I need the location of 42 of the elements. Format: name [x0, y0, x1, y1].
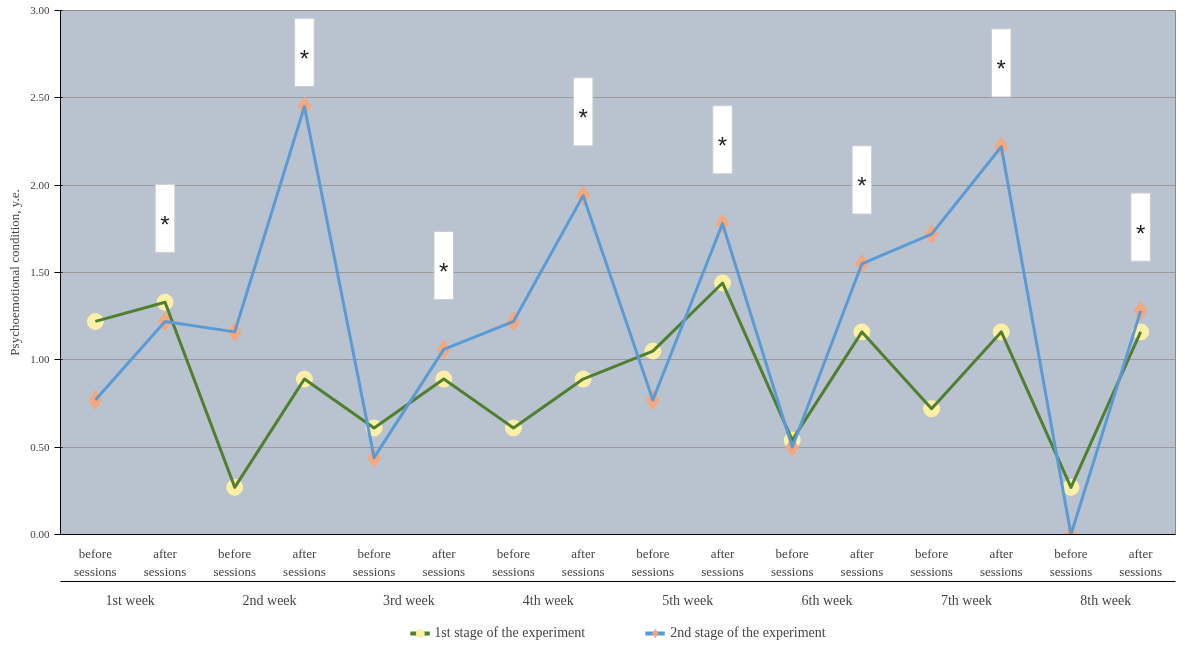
- text: 1st week: [105, 592, 155, 608]
- x-tick-label: before sessions: [74, 545, 117, 579]
- x-tick-label: before sessions: [770, 545, 814, 579]
- x-tick-label: before sessions: [352, 545, 396, 579]
- y-tick-label: 0.00: [30, 528, 50, 540]
- annotation: *: [717, 132, 728, 160]
- text: 5th week: [662, 592, 714, 608]
- text: 8th week: [1080, 592, 1132, 608]
- legend-label: 2nd stage of the experiment: [670, 624, 826, 641]
- x-tick-label: after sessions: [143, 545, 187, 579]
- x-tick-label: after sessions: [979, 545, 1023, 579]
- x-tick-label: after sessions: [701, 545, 744, 579]
- text: 2nd week: [242, 592, 297, 608]
- annotation: *: [857, 172, 867, 200]
- x-tick-label: after sessions: [283, 545, 326, 579]
- legend-label: 1st stage of the experiment: [434, 624, 586, 641]
- x-tick-label: after sessions: [1119, 545, 1162, 579]
- x-tick-label: before sessions: [631, 545, 675, 579]
- annotation: *: [578, 104, 588, 132]
- y-tick-label: 2.50: [30, 91, 50, 104]
- x-tick-label: after sessions: [840, 545, 884, 579]
- x-tick-label: before sessions: [492, 545, 535, 579]
- x-tick-label: before sessions: [910, 545, 953, 579]
- annotation: *: [299, 44, 310, 72]
- annotation: *: [160, 210, 170, 238]
- annotation: *: [996, 55, 1006, 83]
- x-tick-label: after sessions: [422, 545, 466, 579]
- annotation: *: [439, 258, 449, 286]
- x-tick-label: after sessions: [561, 545, 605, 579]
- y-tick-label: 1.00: [30, 353, 50, 366]
- text: 7th week: [940, 592, 992, 608]
- y-tick-label: 2.00: [30, 178, 50, 191]
- y-tick-label: 3.00: [30, 4, 50, 16]
- x-tick-label: before sessions: [1049, 545, 1093, 579]
- x-tick-label: before sessions: [213, 545, 257, 579]
- text: 6th week: [801, 592, 853, 608]
- y-axis-title: Psychoemotional condition, y.e.: [7, 189, 23, 356]
- annotation: *: [1135, 219, 1146, 247]
- text: 4th week: [522, 592, 574, 608]
- y-tick-label: 0.50: [30, 440, 50, 453]
- y-tick-label: 1.50: [30, 266, 50, 278]
- text: 3rd week: [383, 592, 435, 608]
